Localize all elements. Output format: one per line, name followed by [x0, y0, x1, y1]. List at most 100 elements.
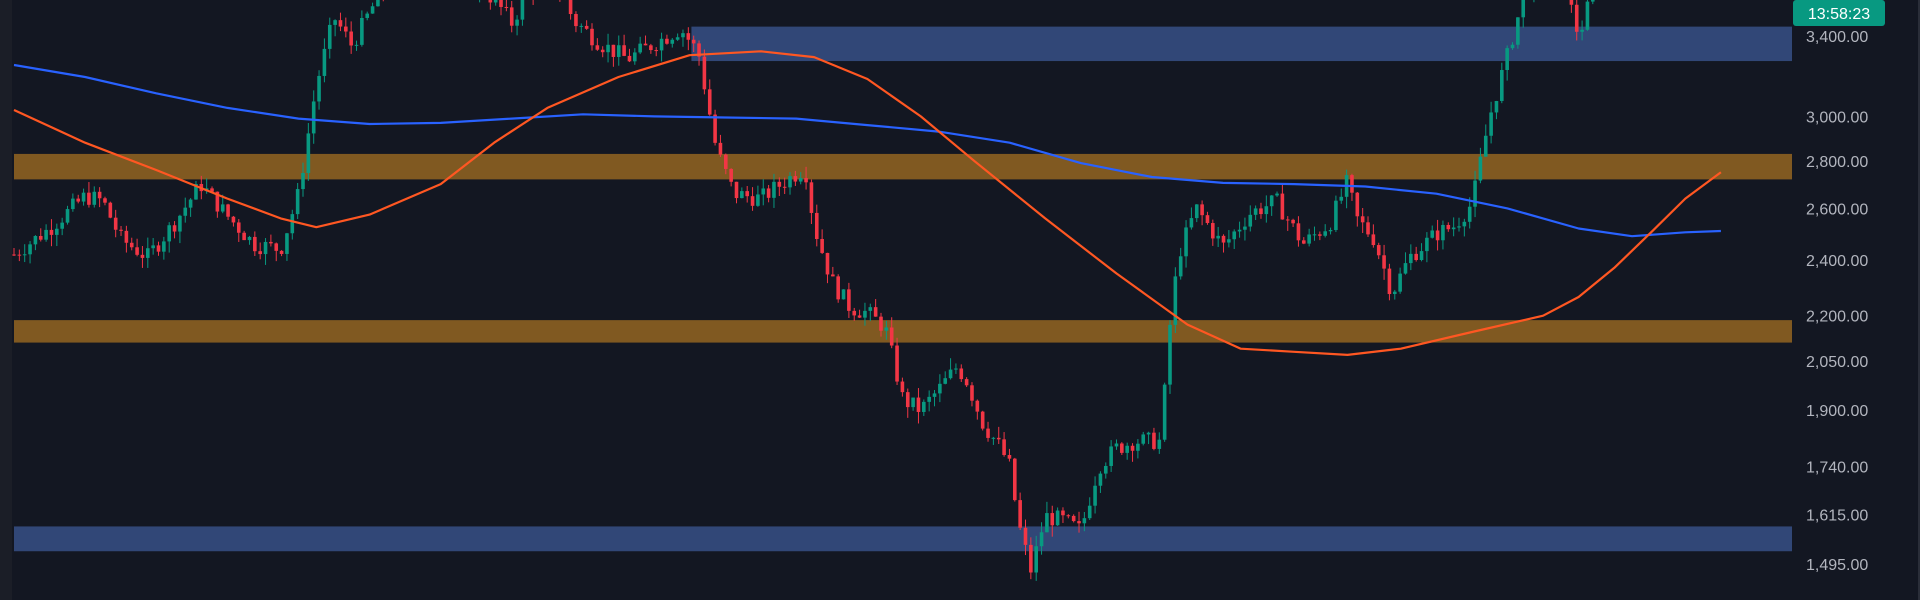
candle	[488, 0, 493, 10]
candle	[1414, 246, 1418, 262]
candle-body	[729, 168, 733, 182]
candle	[959, 364, 964, 382]
candle	[499, 0, 503, 16]
candle	[1029, 537, 1033, 580]
candle-body	[659, 38, 664, 51]
candle	[76, 194, 81, 204]
candle	[1441, 220, 1445, 250]
candle	[836, 274, 840, 303]
candle-body	[301, 172, 305, 190]
candle-body	[868, 307, 873, 311]
candle	[1194, 204, 1199, 223]
candle	[311, 90, 316, 144]
candle-body	[1152, 432, 1156, 449]
candle-body	[167, 225, 172, 242]
candle	[1328, 227, 1333, 235]
candle	[1516, 17, 1520, 49]
candle-body	[1430, 230, 1435, 238]
candle	[290, 209, 295, 240]
candle	[590, 23, 594, 51]
candle-body	[1409, 253, 1413, 264]
candle-body	[745, 191, 750, 197]
candle	[1146, 431, 1151, 445]
price-tick-label: 1,615.00	[1806, 507, 1868, 524]
candle	[991, 436, 996, 445]
candle	[579, 23, 584, 33]
candle-body	[108, 202, 113, 218]
moving-average-ma_short	[13, 50, 1722, 356]
candle-body	[970, 385, 974, 401]
candle	[87, 182, 91, 208]
candle	[654, 47, 659, 57]
candle-body	[333, 20, 337, 25]
candle-body	[1061, 510, 1065, 516]
candle-body	[1045, 513, 1049, 533]
candle-body	[226, 204, 230, 217]
candle-body	[1034, 546, 1039, 573]
candle-body	[1141, 434, 1146, 444]
candle-body	[702, 56, 707, 90]
candle-body	[1184, 227, 1188, 257]
candle	[1590, 0, 1595, 5]
candle	[113, 209, 118, 238]
candle	[247, 235, 252, 245]
candle	[1269, 195, 1274, 216]
candle	[948, 358, 953, 380]
candle	[622, 34, 626, 57]
candle-body	[1360, 216, 1365, 223]
candle	[766, 184, 771, 203]
candle-body	[493, 0, 498, 3]
candle-body	[1157, 439, 1162, 449]
candle-body	[119, 229, 123, 231]
countdown-badge: 13:58:23	[1793, 0, 1885, 26]
candle-body	[1077, 521, 1081, 524]
candle-body	[686, 33, 691, 40]
candle-body	[1055, 510, 1060, 526]
candle-body	[1130, 445, 1135, 451]
candle-body	[1264, 206, 1269, 215]
candle-body	[675, 37, 680, 40]
candle	[44, 224, 48, 242]
candle	[1168, 320, 1172, 394]
candle	[1462, 218, 1467, 237]
candle	[156, 241, 161, 256]
candle	[1494, 100, 1499, 120]
candle-body	[38, 236, 43, 240]
candle-body	[71, 198, 75, 210]
candle-body	[697, 43, 701, 57]
candle-body	[242, 232, 246, 241]
candle-body	[1585, 1, 1590, 30]
candle-body	[151, 245, 155, 249]
candle-body	[1205, 215, 1210, 224]
candle-body	[691, 39, 696, 44]
candle	[1071, 514, 1076, 523]
price-tick-label: 1,740.00	[1806, 459, 1868, 476]
candle-body	[1334, 200, 1338, 231]
candle	[1366, 216, 1370, 237]
candle-body	[1232, 231, 1237, 240]
zone-resistance	[14, 153, 1792, 180]
candle	[1136, 439, 1140, 459]
candle	[718, 134, 723, 158]
candle	[723, 153, 728, 175]
candle	[1189, 207, 1194, 230]
candle	[574, 11, 578, 33]
candle	[1259, 202, 1263, 219]
candle-body	[145, 248, 150, 258]
candle-body	[33, 236, 38, 245]
candle-body	[365, 13, 370, 18]
candle	[1312, 226, 1317, 241]
candle	[1387, 263, 1392, 301]
candle	[1173, 267, 1178, 333]
candle-body	[274, 243, 279, 251]
candle-body	[772, 181, 776, 198]
candle	[922, 399, 926, 416]
candle	[1034, 535, 1039, 581]
candle	[92, 186, 97, 208]
candle	[520, 0, 525, 26]
candle	[1157, 432, 1162, 454]
candle	[1483, 124, 1488, 157]
